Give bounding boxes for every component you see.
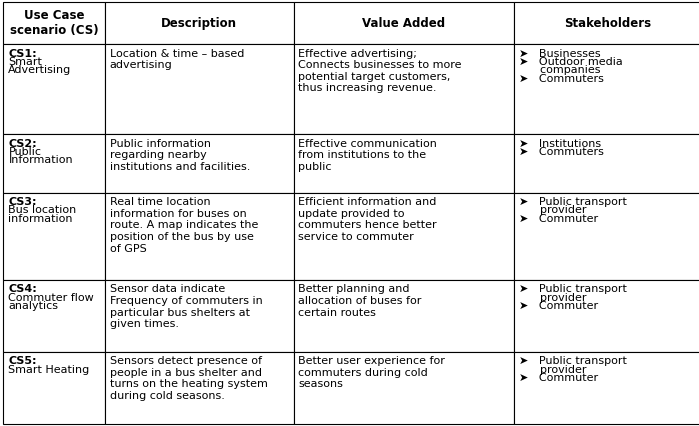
Text: Better planning and
allocation of buses for
certain routes: Better planning and allocation of buses …	[298, 285, 422, 317]
Bar	[3, 2, 105, 44]
Text: Effective advertising;
Connects businesses to more
potential target customers,
t: Effective advertising; Connects business…	[298, 49, 462, 93]
Text: Smart Heating: Smart Heating	[8, 365, 89, 374]
Text: CS2:: CS2:	[8, 139, 37, 149]
Text: Public information
regarding nearby
institutions and facilities.: Public information regarding nearby inst…	[110, 139, 250, 172]
Text: ➤   Commuter: ➤ Commuter	[519, 373, 598, 383]
Text: Information: Information	[8, 155, 73, 165]
Bar	[3, 352, 105, 424]
Text: CS3:: CS3:	[8, 197, 37, 207]
Text: ➤   Commuter: ➤ Commuter	[519, 301, 598, 311]
Text: Bus location: Bus location	[8, 205, 77, 216]
Bar	[294, 2, 514, 44]
Text: Real time location
information for buses on
route. A map indicates the
position : Real time location information for buses…	[110, 197, 258, 253]
Bar	[294, 280, 514, 352]
Text: Stakeholders: Stakeholders	[565, 17, 651, 30]
Text: Value Added: Value Added	[362, 17, 445, 30]
Bar	[105, 352, 294, 424]
Text: Commuter flow: Commuter flow	[8, 293, 94, 302]
Text: analytics: analytics	[8, 301, 59, 311]
Bar	[294, 135, 514, 193]
Bar	[3, 193, 105, 280]
Text: ➤   Public transport: ➤ Public transport	[519, 197, 626, 207]
Text: ➤   Commuter: ➤ Commuter	[519, 214, 598, 224]
Bar	[514, 193, 699, 280]
Bar	[105, 2, 294, 44]
Text: Description: Description	[161, 17, 237, 30]
Text: provider: provider	[519, 205, 586, 216]
Text: companies: companies	[519, 65, 600, 75]
Text: Better user experience for
commuters during cold
seasons: Better user experience for commuters dur…	[298, 356, 445, 389]
Bar	[105, 135, 294, 193]
Text: Advertising: Advertising	[8, 65, 71, 75]
Text: ➤   Commuters: ➤ Commuters	[519, 73, 603, 83]
Text: Location & time – based
advertising: Location & time – based advertising	[110, 49, 244, 70]
Bar	[294, 352, 514, 424]
Text: CS4:: CS4:	[8, 285, 37, 294]
Bar	[514, 352, 699, 424]
Text: Public: Public	[8, 147, 41, 157]
Text: CS1:: CS1:	[8, 49, 37, 58]
Bar	[3, 280, 105, 352]
Bar	[514, 135, 699, 193]
Text: ➤   Outdoor media: ➤ Outdoor media	[519, 57, 622, 67]
Bar	[105, 44, 294, 135]
Bar	[3, 135, 105, 193]
Bar	[294, 44, 514, 135]
Text: Efficient information and
update provided to
commuters hence better
service to c: Efficient information and update provide…	[298, 197, 437, 242]
Text: Sensors detect presence of
people in a bus shelter and
turns on the heating syst: Sensors detect presence of people in a b…	[110, 356, 268, 401]
Text: CS5:: CS5:	[8, 356, 37, 366]
Bar	[514, 280, 699, 352]
Text: ➤   Businesses: ➤ Businesses	[519, 49, 600, 58]
Bar	[514, 44, 699, 135]
Text: ➤   Public transport: ➤ Public transport	[519, 356, 626, 366]
Text: information: information	[8, 214, 73, 224]
Text: provider: provider	[519, 365, 586, 374]
Bar	[294, 193, 514, 280]
Bar	[105, 193, 294, 280]
Text: Use Case
scenario (CS): Use Case scenario (CS)	[10, 9, 99, 37]
Bar	[514, 2, 699, 44]
Text: provider: provider	[519, 293, 586, 302]
Text: ➤   Institutions: ➤ Institutions	[519, 139, 600, 149]
Bar	[3, 44, 105, 135]
Bar	[105, 280, 294, 352]
Text: Effective communication
from institutions to the
public: Effective communication from institution…	[298, 139, 438, 172]
Text: Smart: Smart	[8, 57, 42, 67]
Text: ➤   Commuters: ➤ Commuters	[519, 147, 603, 157]
Text: ➤   Public transport: ➤ Public transport	[519, 285, 626, 294]
Text: Sensor data indicate
Frequency of commuters in
particular bus shelters at
given : Sensor data indicate Frequency of commut…	[110, 285, 263, 329]
